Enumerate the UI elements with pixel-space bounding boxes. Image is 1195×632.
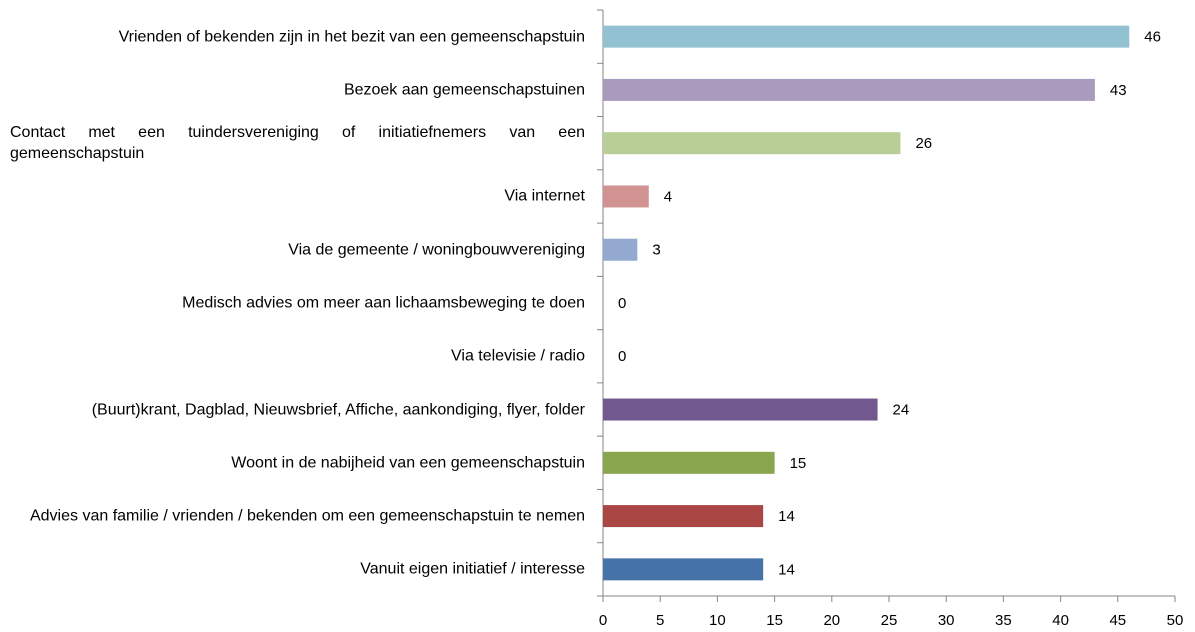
category-label: Via televisie / radio [451,347,585,365]
category-label: Via de gemeente / woningbouwvereniging [288,241,585,259]
data-label: 46 [1144,29,1161,46]
data-label: 14 [778,508,795,525]
bar [603,238,638,261]
category-label: Medisch advies om meer aan lichaamsbeweg… [182,294,585,312]
x-tick-label: 40 [1052,612,1069,629]
bar [603,78,1095,101]
bar [603,558,764,581]
data-label: 3 [652,242,660,259]
bar [603,505,764,528]
category-label: Bezoek aan gemeenschapstuinen [343,81,585,99]
category-label: Advies van familie / vrienden / bekenden… [29,507,585,525]
x-tick-label: 10 [709,612,726,629]
category-label: Via internet [504,187,585,205]
bar [603,185,649,208]
x-tick-label: 45 [1109,612,1126,629]
x-tick-label: 15 [766,612,783,629]
data-label: 4 [664,188,672,205]
data-label: 0 [618,348,626,365]
category-label: Vrienden of bekenden zijn in het bezit v… [118,28,585,46]
data-label: 15 [790,455,807,472]
x-tick-label: 25 [881,612,898,629]
bar [603,132,901,155]
x-tick-label: 50 [1167,612,1184,629]
data-label: 0 [618,295,626,312]
x-tick-label: 5 [656,612,664,629]
x-tick-label: 30 [938,612,955,629]
x-tick-label: 0 [599,612,607,629]
data-label: 14 [778,561,795,578]
bar [603,398,878,421]
bar [603,25,1130,48]
category-label: Woont in de nabijheid van een gemeenscha… [231,454,585,472]
x-tick-label: 35 [995,612,1012,629]
x-tick-label: 20 [823,612,840,629]
category-label: (Buurt)krant, Dagblad, Nieuwsbrief, Affi… [91,401,585,419]
data-label: 24 [893,402,910,419]
data-label: 26 [915,135,932,152]
data-label: 43 [1110,82,1127,99]
bar [603,451,775,474]
category-label: Vanuit eigen initiatief / interesse [360,560,585,578]
category-label: Contact met een tuindersvereniging of in… [10,124,585,163]
